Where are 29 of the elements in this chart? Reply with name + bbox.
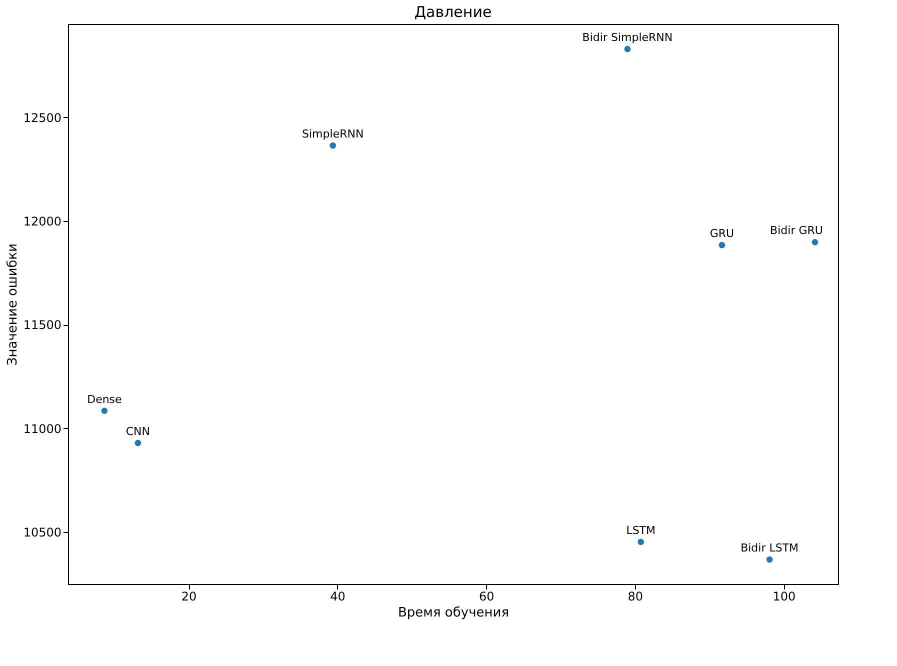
annotation: Bidir LSTM: [740, 542, 799, 555]
y-tick-label: 12000: [23, 214, 62, 229]
point: [330, 142, 336, 149]
x-tick-label: 20: [181, 590, 197, 604]
point: [638, 538, 644, 546]
annotation: Bidir GRU: [770, 224, 823, 238]
point: [624, 46, 631, 52]
point: [766, 556, 773, 563]
x-axis-title: Время обучения: [398, 606, 510, 620]
point: [134, 440, 142, 446]
x-tick-label: 100: [772, 590, 796, 604]
point: [101, 408, 108, 414]
x-tick-label: 80: [628, 590, 644, 604]
y-tick-label: 11000: [23, 422, 62, 436]
y-tick-label: 11500: [23, 318, 62, 332]
annotation: Dense: [87, 392, 122, 406]
chart-title: Давление: [414, 3, 492, 21]
annotation: SimpleRNN: [302, 128, 364, 141]
annotation: Bidir SimpleRNN: [582, 31, 673, 44]
annotation: LSTM: [626, 524, 656, 537]
point: [812, 239, 818, 246]
y-axis-title: Значение ошибки: [5, 243, 20, 366]
annotation: GRU: [710, 227, 734, 240]
y-tick-label: 10500: [23, 526, 62, 540]
x-tick-label: 40: [330, 590, 346, 604]
y-tick-label: 12500: [23, 110, 62, 125]
point: [718, 242, 726, 248]
x-tick-label: 60: [478, 590, 494, 604]
annotation: CNN: [126, 424, 150, 438]
